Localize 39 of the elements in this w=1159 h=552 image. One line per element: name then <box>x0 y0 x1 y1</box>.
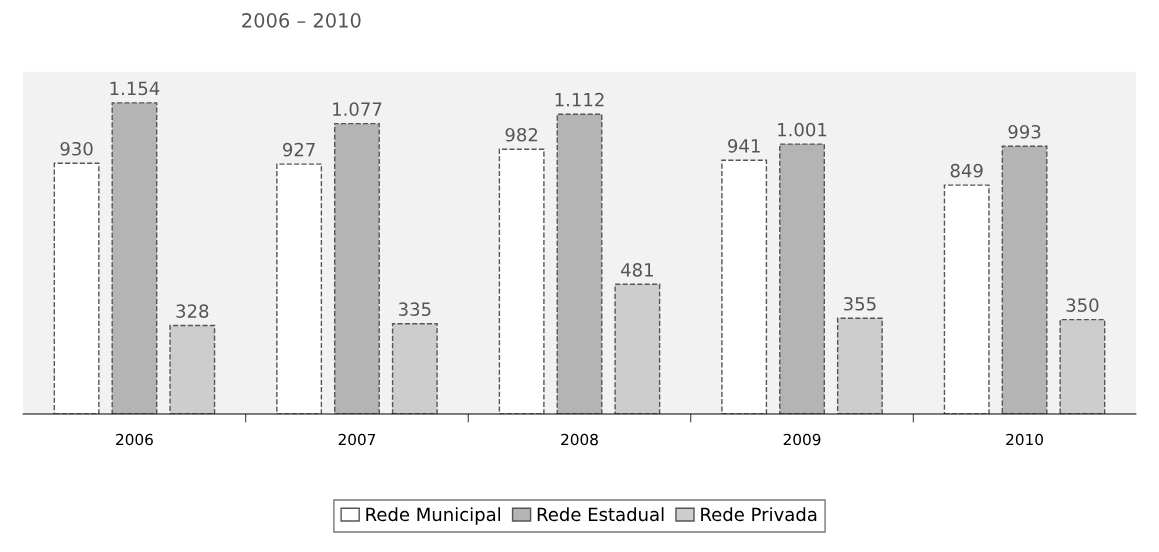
bar <box>836 317 883 414</box>
x-tick-label: 2010 <box>1006 433 1043 446</box>
bar <box>391 322 438 414</box>
legend-label: Rede Municipal <box>366 507 501 525</box>
data-label: 1.077 <box>333 102 382 116</box>
x-tick-label: 2006 <box>116 433 153 446</box>
data-label: 993 <box>1008 124 1041 139</box>
x-tick-label: 2007 <box>338 433 376 446</box>
bar <box>498 148 545 414</box>
bar <box>779 143 825 414</box>
data-label: 1.112 <box>555 92 604 107</box>
data-label: 355 <box>844 296 876 311</box>
legend-label: Rede Privada <box>701 507 817 522</box>
bar <box>721 159 768 414</box>
x-tick-label: 2009 <box>783 433 821 446</box>
data-label: 930 <box>60 141 93 156</box>
bar <box>614 283 661 414</box>
data-label: 335 <box>398 302 431 317</box>
bar <box>1001 145 1048 414</box>
legend-label: Rede Estadual <box>537 507 664 522</box>
bar <box>556 113 603 414</box>
bar <box>1059 318 1106 414</box>
data-label: 481 <box>621 263 653 277</box>
bar <box>111 102 158 414</box>
bar <box>53 162 100 414</box>
data-label: 941 <box>728 138 760 153</box>
bar <box>334 122 380 414</box>
data-label: 849 <box>950 163 983 178</box>
x-tick-label: 2008 <box>561 433 598 446</box>
bar <box>276 163 323 414</box>
data-label: 328 <box>176 304 209 318</box>
bar <box>943 184 990 414</box>
data-label: 1.001 <box>778 122 827 137</box>
data-label: 350 <box>1066 298 1099 312</box>
data-label: 982 <box>505 127 538 142</box>
data-label: 1.154 <box>110 81 160 96</box>
chart-title: 2006 – 2010 <box>242 13 361 28</box>
data-label: 927 <box>283 142 315 157</box>
bar <box>169 324 216 414</box>
